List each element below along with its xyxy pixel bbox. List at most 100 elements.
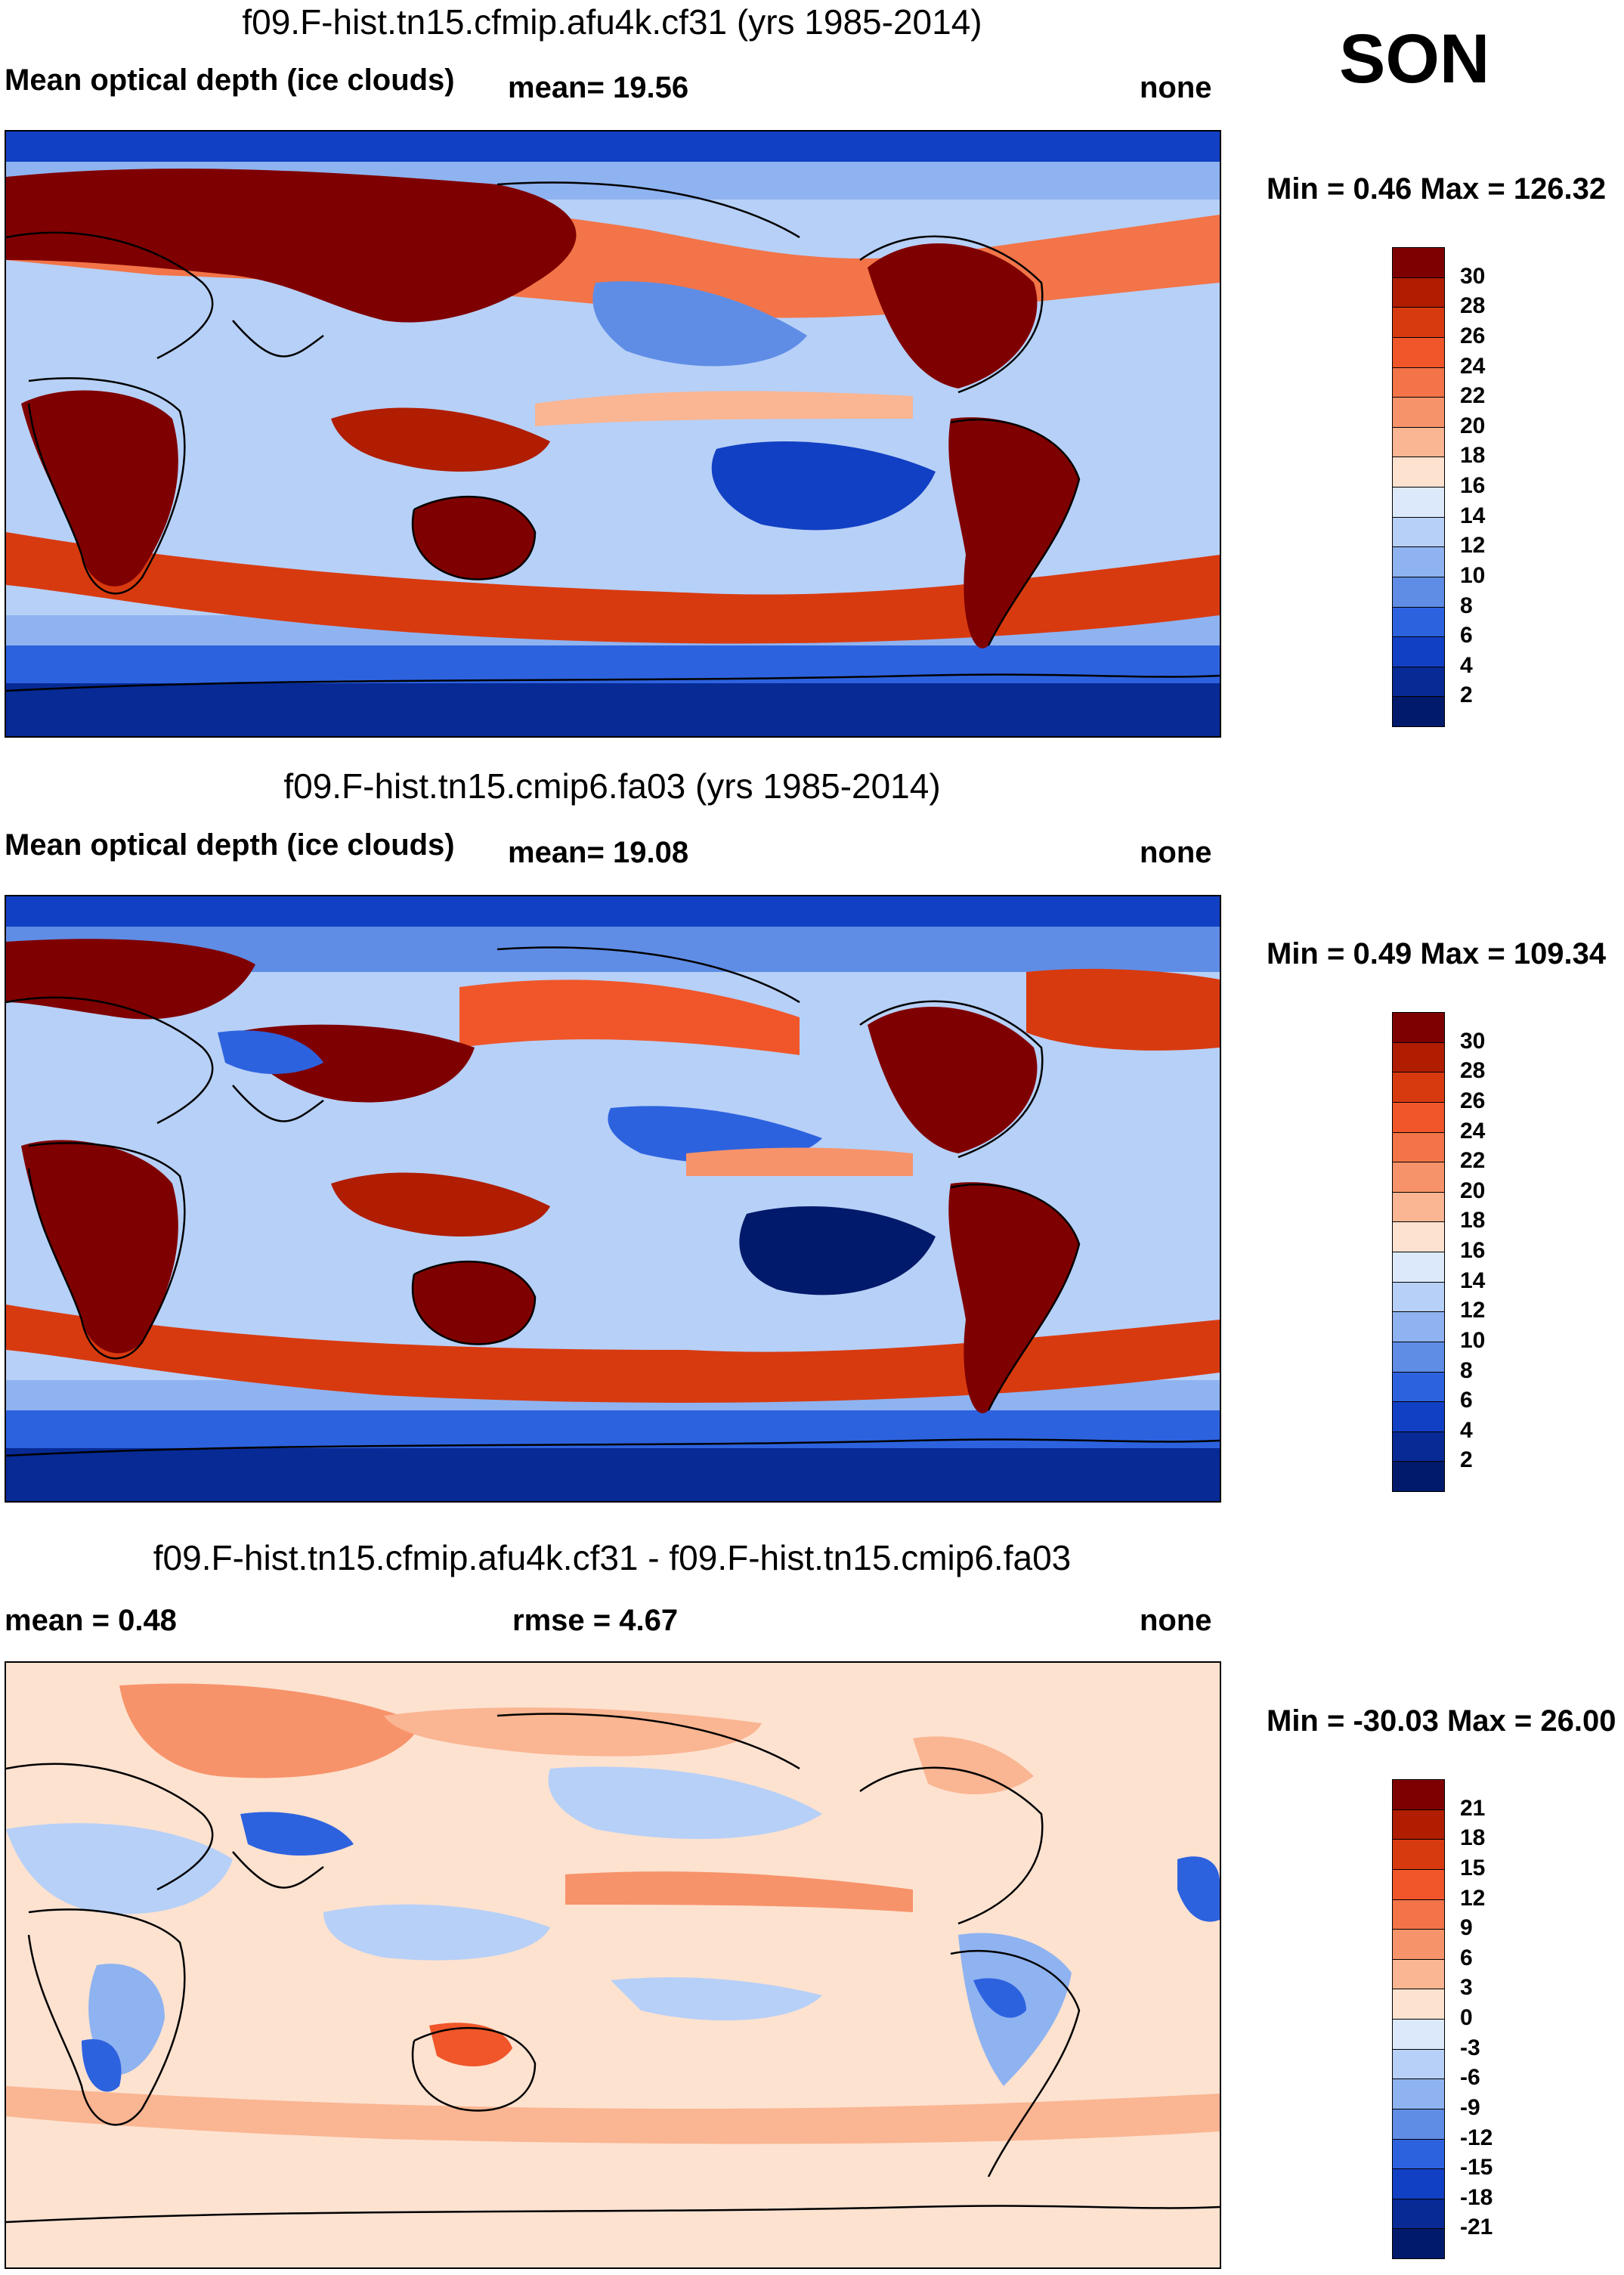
panel-3-map-svg [6,1663,1220,2267]
panel-3-mean: mean = 0.48 [5,1604,177,1637]
colorbar-cell [1392,1779,1445,1810]
panel-1-map-svg [6,132,1220,736]
colorbar-tick-label: -3 [1460,2035,1480,2060]
colorbar-tick-label: 28 [1460,1058,1486,1084]
colorbar-tick-label: 28 [1460,293,1486,319]
colorbar-cell [1392,1221,1445,1252]
colorbar-cell [1392,397,1445,428]
colorbar-tick-label: 8 [1460,1357,1473,1383]
colorbar-cell [1392,606,1445,638]
colorbar-tick-label: 18 [1460,1208,1486,1233]
colorbar-cell [1392,426,1445,458]
panel-1-colorbar [1392,247,1445,727]
panel-1-minmax: Min = 0.46 Max = 126.32 [1267,172,1607,206]
colorbar-cell [1392,1101,1445,1133]
colorbar-tick-label: 21 [1460,1795,1486,1821]
colorbar-tick-label: 26 [1460,1088,1486,1113]
colorbar-cell [1392,1809,1445,1840]
colorbar-tick-label: -9 [1460,2094,1480,2120]
colorbar-tick-label: 22 [1460,383,1486,409]
colorbar-tick-label: 4 [1460,652,1473,678]
colorbar-tick-label: 12 [1460,1885,1486,1911]
panel-2-mean: mean= 19.08 [508,836,689,869]
colorbar-tick-label: 15 [1460,1855,1486,1880]
colorbar-tick-label: 6 [1460,1388,1473,1413]
colorbar-tick-label: 20 [1460,1178,1486,1203]
panel-1-units: none [1140,71,1212,104]
colorbar-tick-label: 14 [1460,503,1486,528]
colorbar-cell [1392,336,1445,368]
panel-2-map-svg [6,896,1220,1501]
panel-3-minmax: Min = -30.03 Max = 26.00 [1267,1704,1616,1738]
panel-3-title: f09.F-hist.tn15.cfmip.afu4k.cf31 - f09.F… [153,1538,1072,1577]
colorbar-cell [1392,546,1445,577]
colorbar-tick-label: 2 [1460,682,1473,708]
panel-3-colorbar [1392,1779,1445,2259]
colorbar-cell [1392,1072,1445,1103]
colorbar-cell [1392,277,1445,308]
colorbar-tick-label: 3 [1460,1975,1473,2001]
panel-3-units: none [1140,1604,1212,1637]
colorbar-tick-label: 6 [1460,623,1473,648]
colorbar-cell [1392,516,1445,548]
colorbar-tick-label: -18 [1460,2184,1493,2210]
colorbar-tick-label: 22 [1460,1148,1486,1174]
colorbar-tick-label: 24 [1460,1118,1486,1144]
colorbar-cell [1392,1281,1445,1313]
colorbar-tick-label: 18 [1460,1825,1486,1851]
panel-2-title: f09.F-hist.tn15.cmip6.fa03 (yrs 1985-201… [283,766,941,806]
colorbar-cell [1392,1868,1445,1900]
colorbar-cell [1392,487,1445,518]
colorbar-tick-label: 2 [1460,1447,1473,1473]
colorbar-cell [1392,247,1445,278]
colorbar-cell [1392,1371,1445,1403]
panel-2-colorbar [1392,1012,1445,1492]
colorbar-tick-label: 12 [1460,533,1486,559]
colorbar-tick-label: -21 [1460,2215,1493,2240]
colorbar-tick-label: 18 [1460,443,1486,469]
colorbar-tick-label: 26 [1460,323,1486,348]
colorbar-cell [1392,1131,1445,1163]
colorbar-tick-label: 30 [1460,1028,1486,1054]
colorbar-cell [1392,1191,1445,1223]
colorbar-cell [1392,1311,1445,1342]
colorbar-tick-label: -6 [1460,2065,1480,2091]
colorbar-cell [1392,1989,1445,2020]
colorbar-cell [1392,576,1445,608]
colorbar-cell [1392,1461,1445,1492]
panel-2-map [5,895,1221,1503]
colorbar-tick-label: 12 [1460,1298,1486,1323]
colorbar-tick-label: -15 [1460,2155,1493,2181]
colorbar-tick-label: 16 [1460,1238,1486,1263]
colorbar-tick-label: 9 [1460,1915,1473,1941]
colorbar-cell [1392,2019,1445,2050]
colorbar-cell [1392,457,1445,488]
panel-3-rmse: rmse = 4.67 [512,1604,679,1637]
colorbar-cell [1392,1958,1445,1990]
colorbar-cell [1392,696,1445,727]
panel-1-variable: Mean optical depth (ice clouds) [5,63,455,97]
colorbar-cell [1392,1401,1445,1432]
colorbar-cell [1392,2168,1445,2199]
colorbar-cell [1392,2048,1445,2080]
colorbar-cell [1392,2078,1445,2109]
panel-2-variable: Mean optical depth (ice clouds) [5,828,455,862]
colorbar-tick-label: 20 [1460,413,1486,438]
colorbar-tick-label: 6 [1460,1945,1473,1970]
colorbar-cell [1392,1839,1445,1870]
panel-2-minmax: Min = 0.49 Max = 109.34 [1267,937,1607,970]
colorbar-tick-label: 10 [1460,562,1486,588]
panel-2-units: none [1140,836,1212,869]
colorbar-tick-label: 8 [1460,593,1473,618]
panel-1-mean: mean= 19.56 [508,71,689,104]
colorbar-cell [1392,2108,1445,2140]
colorbar-cell [1392,1899,1445,1930]
colorbar-tick-label: 10 [1460,1327,1486,1353]
colorbar-cell [1392,2228,1445,2259]
colorbar-cell [1392,1042,1445,1073]
colorbar-tick-label: 0 [1460,2005,1473,2030]
colorbar-cell [1392,367,1445,398]
colorbar-cell [1392,1162,1445,1193]
colorbar-cell [1392,1431,1445,1462]
colorbar-tick-label: 16 [1460,473,1486,498]
